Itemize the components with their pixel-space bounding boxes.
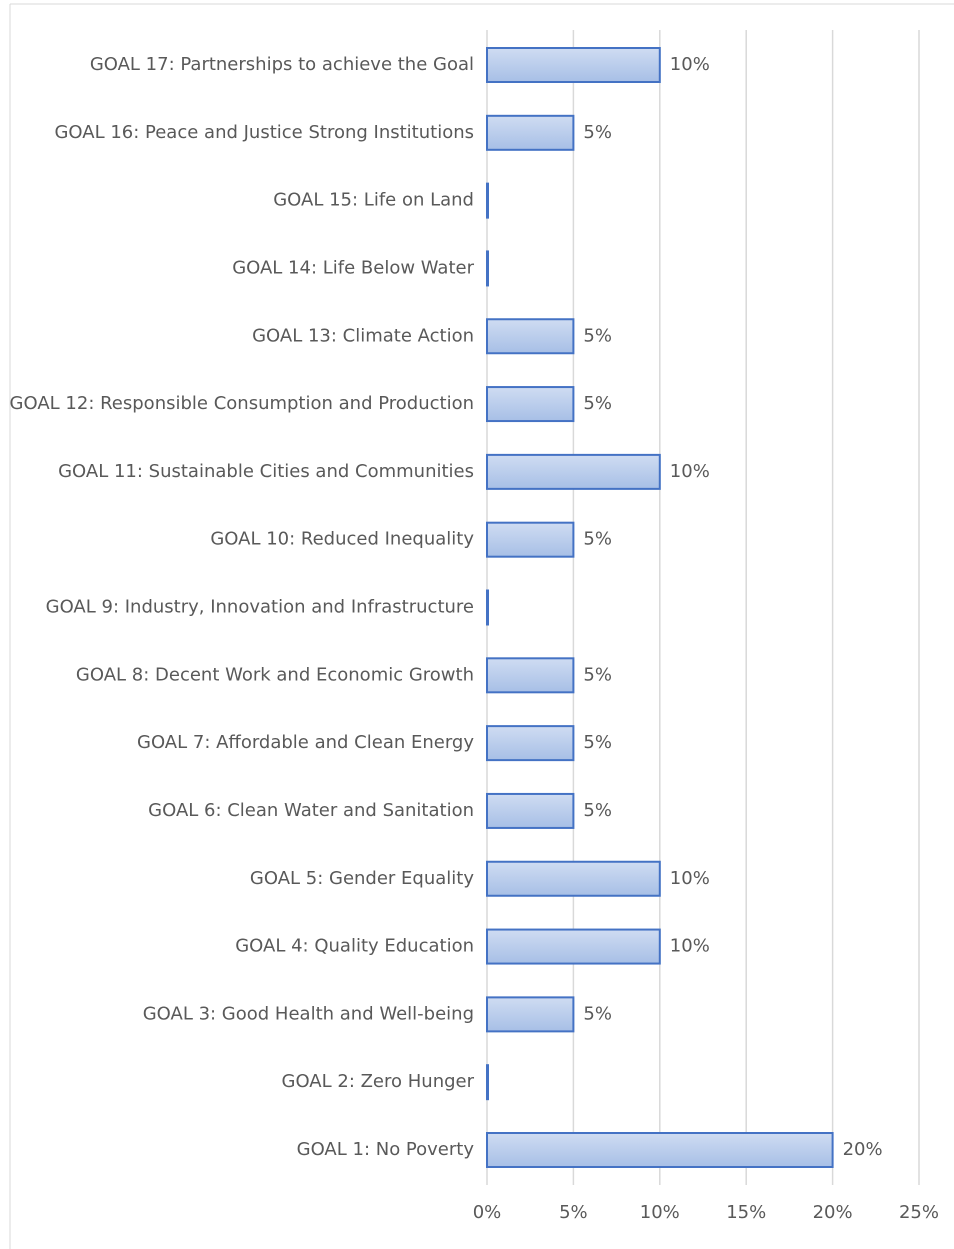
y-tick-label: GOAL 13: Climate Action (252, 325, 474, 346)
plot: 0% 5% 10% 15% 20% 25% GOAL 17: Partnerships to… (10, 30, 939, 1223)
bar (486, 182, 489, 219)
y-tick-label: GOAL 15: Life on Land (273, 190, 474, 211)
value-label: 10% (670, 461, 710, 482)
value-label: 10% (670, 868, 710, 889)
bar (486, 386, 575, 423)
y-tick-label: GOAL 12: Responsible Consumption and Pro… (10, 393, 474, 414)
bar (486, 589, 489, 626)
y-tick-label: GOAL 2: Zero Hunger (282, 1071, 475, 1092)
bar (486, 725, 575, 762)
value-label: 5% (583, 325, 612, 346)
y-tick-label: GOAL 7: Affordable and Clean Energy (137, 732, 474, 753)
value-label: 5% (583, 664, 612, 685)
y-tick-label: GOAL 14: Life Below Water (232, 257, 474, 278)
bar (486, 860, 661, 897)
bar (486, 250, 489, 287)
bar (486, 114, 575, 151)
bar (486, 318, 575, 355)
y-tick-label: GOAL 6: Clean Water and Sanitation (148, 800, 474, 821)
x-tick-label: 20% (813, 1202, 853, 1223)
value-label: 5% (583, 732, 612, 753)
value-label: 5% (583, 393, 612, 414)
y-tick-label: GOAL 16: Peace and Justice Strong Instit… (54, 122, 474, 143)
y-tick-label: GOAL 17: Partnerships to achieve the Goa… (90, 54, 474, 75)
bar (486, 657, 575, 694)
bar (486, 1064, 489, 1101)
bar (486, 47, 661, 83)
x-tick-label: 5% (559, 1202, 588, 1223)
bar (486, 521, 575, 558)
y-tick-label: GOAL 1: No Poverty (297, 1139, 475, 1160)
bar (486, 1132, 834, 1168)
x-tick-label: 0% (473, 1202, 502, 1223)
x-tick-label: 10% (640, 1202, 680, 1223)
y-tick-label: GOAL 5: Gender Equality (250, 868, 474, 889)
value-label: 5% (583, 800, 612, 821)
y-tick-label: GOAL 11: Sustainable Cities and Communit… (58, 461, 474, 482)
y-tick-label: GOAL 3: Good Health and Well-being (143, 1003, 474, 1024)
value-label: 20% (843, 1139, 883, 1160)
bar (486, 792, 575, 829)
bar (486, 996, 575, 1033)
value-label: 5% (583, 122, 612, 143)
x-tick-label: 25% (899, 1202, 939, 1223)
value-label: 5% (583, 1003, 612, 1024)
y-tick-label: GOAL 9: Industry, Innovation and Infrast… (46, 597, 474, 618)
y-tick-label: GOAL 4: Quality Education (235, 936, 474, 957)
x-tick-label: 15% (726, 1202, 766, 1223)
bar (486, 928, 661, 965)
value-label: 10% (670, 936, 710, 957)
y-tick-label: GOAL 10: Reduced Inequality (210, 529, 474, 550)
value-label: 10% (670, 54, 710, 75)
value-label: 5% (583, 529, 612, 550)
bar (486, 453, 661, 490)
y-tick-label: GOAL 8: Decent Work and Economic Growth (76, 664, 474, 685)
